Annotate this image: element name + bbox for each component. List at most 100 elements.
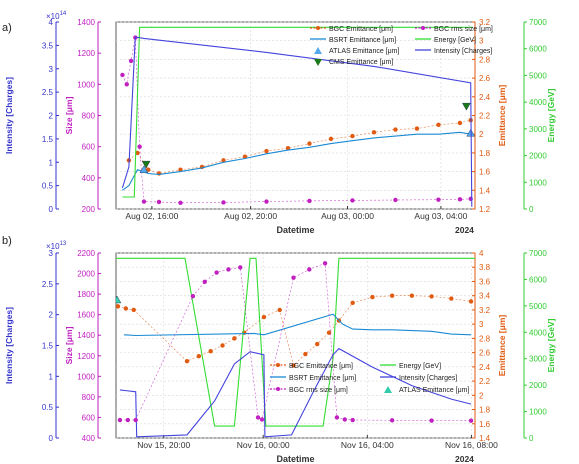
size-tick-label: 400 (82, 174, 96, 183)
intensity-tick-label: 2.5 (42, 280, 54, 289)
data-point-bgc-rms-size (226, 267, 231, 272)
panel-a: a) 0 0.5 1 1.5 2 2.5 3 3.5 4×1014 Intensity [Charg… (2, 11, 556, 235)
data-point-bgc-emittance (221, 158, 226, 163)
data-point-bgc-emittance (264, 148, 269, 154)
data-point-bgc-rms-size (178, 200, 183, 205)
data-point-bgc-rms-size (117, 417, 123, 423)
emittance-tick-label: 4 (479, 249, 484, 258)
size-axis-label: Size [μm] (64, 96, 74, 134)
data-point-atlas-emittance (139, 165, 149, 173)
panel-label: a) (2, 22, 12, 34)
data-point-bgc-rms-size (156, 199, 162, 205)
legend-entry: BGC Emittance [μm] (289, 363, 353, 370)
intensity-tick-label: 0 (49, 434, 54, 443)
data-point-bgc-emittance (220, 343, 225, 348)
data-point-bgc-emittance (393, 127, 398, 132)
data-point-cms-emittance (141, 160, 151, 169)
data-point-bgc-emittance (291, 363, 296, 368)
data-point-bgc-rms-size (334, 415, 340, 420)
data-point-bgc-emittance (409, 293, 415, 298)
series-line-energy (122, 26, 473, 198)
series-line-bgc-rms-size (122, 37, 471, 204)
x-axis-label: Datetime (276, 225, 314, 235)
size-tick-label: 1000 (77, 372, 95, 381)
size-tick-label: 1200 (77, 352, 95, 361)
size-axis-label: Size [μm] (64, 326, 74, 364)
data-point-bgc-rms-size (350, 198, 355, 203)
x-axis-label: Datetime (276, 454, 314, 464)
data-point-bgc-emittance (131, 307, 136, 313)
intensity-axis-label: Intensity [Charges] (4, 77, 14, 154)
size-tick-label: 1800 (77, 290, 95, 299)
emittance-tick-label: 3.8 (479, 263, 491, 272)
legend-entry: Energy [GeV] (399, 363, 441, 370)
data-point-bgc-rms-size (214, 270, 219, 275)
data-point-bgc-emittance (326, 330, 332, 335)
size-tick-label: 800 (82, 112, 96, 121)
data-point-bgc-rms-size (429, 418, 434, 423)
data-point-bgc-emittance (123, 306, 129, 311)
size-tick-label: 600 (82, 143, 96, 152)
legend-entry: BGC rms size [μm] (289, 387, 348, 394)
emittance-tick-label: 2 (479, 391, 484, 400)
emittance-tick-label: 1.6 (479, 168, 491, 177)
energy-axis-label: Energy [GeV] (546, 318, 556, 372)
energy-tick-label: 4000 (529, 328, 547, 337)
data-point-bgc-rms-size (307, 198, 312, 204)
data-point-bgc-emittance (468, 299, 474, 304)
intensity-tick-label: 4 (49, 18, 54, 27)
size-tick-label: 2000 (77, 270, 95, 279)
size-tick-label: 1200 (77, 49, 95, 58)
emittance-tick-label: 2.4 (479, 363, 491, 372)
energy-tick-label: 7000 (529, 18, 547, 27)
legend-swatch-marker (316, 26, 320, 30)
energy-tick-label: 0 (529, 205, 534, 214)
intensity-tick-label: 3.5 (42, 41, 54, 50)
legend-swatch (314, 59, 322, 66)
emittance-tick-label: 2.6 (479, 74, 491, 83)
energy-tick-label: 2000 (529, 152, 547, 161)
series-line-energy (116, 257, 475, 427)
size-tick-label: 1600 (77, 311, 95, 320)
size-tick-label: 1400 (77, 18, 95, 27)
energy-tick-label: 6000 (529, 275, 547, 284)
intensity-tick-label: 1 (49, 158, 54, 167)
data-point-bgc-rms-size (238, 265, 243, 270)
series-line-bsrt-emittance (122, 131, 471, 191)
intensity-exponent: ×1013 (46, 241, 67, 251)
emittance-tick-label: 2.2 (479, 377, 491, 386)
energy-tick-label: 1000 (529, 178, 547, 187)
energy-tick-label: 6000 (529, 45, 547, 54)
legend-entry: Intensity [Charges] (399, 375, 457, 382)
data-point-bgc-emittance (196, 353, 202, 359)
energy-tick-label: 1000 (529, 408, 547, 417)
data-point-bgc-emittance (285, 146, 291, 151)
emittance-tick-label: 3 (479, 320, 484, 329)
emittance-tick-label: 2.4 (479, 93, 491, 102)
intensity-tick-label: 2.5 (42, 88, 54, 97)
data-point-bgc-emittance (208, 348, 213, 354)
energy-tick-label: 2000 (529, 381, 547, 390)
data-point-bgc-rms-size (120, 72, 125, 78)
legend: BGC Emittance [μm] BGC rms size [μm] BSRT … (310, 26, 493, 66)
data-point-bgc-rms-size (128, 58, 134, 64)
legend-entry: BSRT Emittance [μm] (289, 375, 356, 382)
energy-tick-label: 4000 (529, 98, 547, 107)
series-layer (116, 257, 475, 438)
energy-tick-label: 0 (529, 434, 534, 443)
energy-axis-label: Energy [GeV] (546, 88, 556, 142)
intensity-tick-label: 1 (49, 372, 54, 381)
intensity-exponent-power: 14 (60, 11, 67, 17)
x-year-label: 2024 (455, 225, 474, 235)
energy-tick-label: 7000 (529, 249, 547, 258)
intensity-tick-label: 0 (49, 205, 54, 214)
data-point-bgc-rms-size (202, 279, 207, 284)
emittance-tick-label: 1.8 (479, 406, 491, 415)
data-point-bgc-emittance (389, 293, 395, 298)
legend-entry: CMS Emittance [μm] (329, 59, 393, 66)
data-point-bgc-rms-size (457, 197, 463, 202)
emittance-tick-label: 2.8 (479, 334, 491, 343)
data-point-bgc-rms-size (291, 275, 296, 280)
emittance-tick-label: 2.2 (479, 112, 491, 121)
data-point-bgc-rms-size (307, 267, 312, 272)
